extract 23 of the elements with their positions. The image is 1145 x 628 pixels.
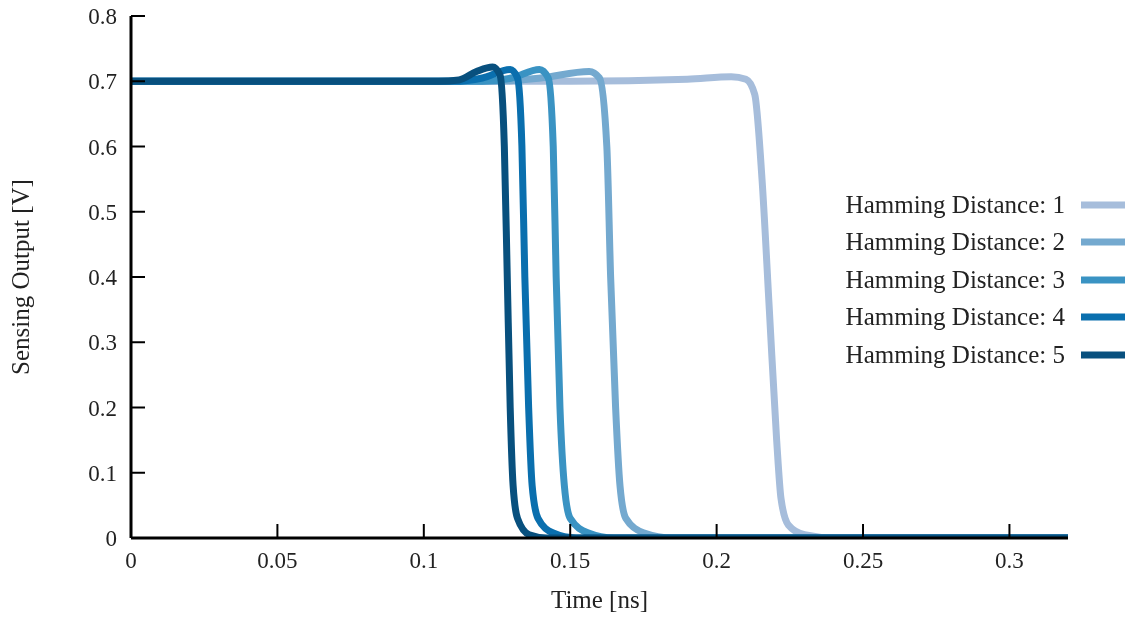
x-tick-label: 0.25 bbox=[842, 548, 884, 574]
x-tick-label: 0.1 bbox=[409, 548, 439, 574]
x-tick-label: 0.05 bbox=[257, 548, 298, 574]
x-tick-label: 0.3 bbox=[995, 548, 1024, 574]
legend-label: Hamming Distance: 3 bbox=[845, 265, 1065, 294]
legend-label: Hamming Distance: 1 bbox=[845, 190, 1065, 219]
y-tick-label: 0.5 bbox=[88, 199, 117, 225]
x-tick-label: 0.2 bbox=[702, 548, 731, 574]
y-tick-label: 0.7 bbox=[88, 69, 117, 95]
legend-label: Hamming Distance: 2 bbox=[845, 228, 1065, 257]
y-tick-label: 0.3 bbox=[88, 330, 117, 356]
x-tick-label: 0 bbox=[125, 548, 137, 574]
y-tick-label: 0.4 bbox=[88, 265, 118, 291]
legend-label: Hamming Distance: 5 bbox=[845, 340, 1065, 369]
y-tick-label: 0.6 bbox=[88, 134, 117, 160]
x-tick-label: 0.15 bbox=[550, 548, 591, 574]
y-tick-label: 0 bbox=[105, 526, 117, 552]
y-axis-title: Sensing Output [V] bbox=[6, 179, 34, 375]
y-tick-label: 0.1 bbox=[88, 460, 117, 486]
y-tick-label: 0.8 bbox=[88, 4, 117, 30]
y-tick-label: 0.2 bbox=[88, 395, 117, 421]
legend-label: Hamming Distance: 4 bbox=[845, 303, 1065, 332]
x-axis-title: Time [ns] bbox=[550, 586, 649, 613]
